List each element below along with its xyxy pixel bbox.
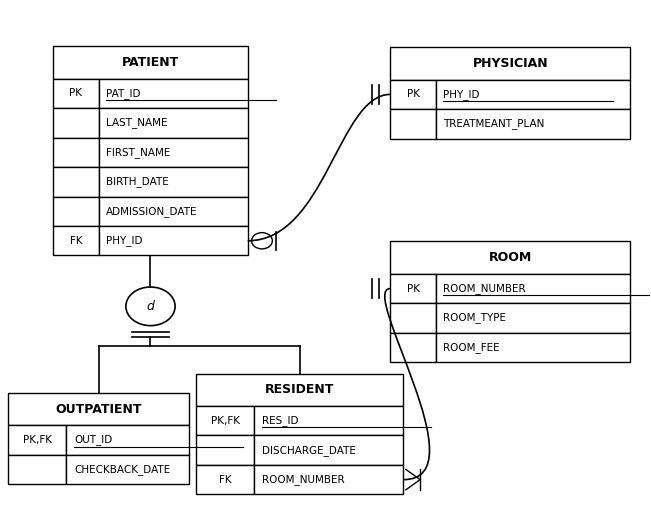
Bar <box>436 274 630 303</box>
Bar <box>391 303 436 333</box>
Bar <box>436 80 630 109</box>
Text: d: d <box>146 300 154 313</box>
Text: LAST_NAME: LAST_NAME <box>106 118 168 128</box>
Text: DISCHARGE_DATE: DISCHARGE_DATE <box>262 445 356 456</box>
Text: FK: FK <box>219 475 231 484</box>
Text: PK: PK <box>406 284 419 293</box>
Text: PAT_ID: PAT_ID <box>106 88 141 99</box>
Text: CHECKBACK_DATE: CHECKBACK_DATE <box>74 464 171 475</box>
Bar <box>98 108 248 137</box>
Bar <box>66 425 189 455</box>
Text: FK: FK <box>70 236 82 246</box>
Text: TREATMEANT_PLAN: TREATMEANT_PLAN <box>443 119 545 129</box>
Bar <box>254 435 403 465</box>
Bar <box>8 455 66 484</box>
Text: BIRTH_DATE: BIRTH_DATE <box>106 176 169 187</box>
Text: ROOM_NUMBER: ROOM_NUMBER <box>443 283 526 294</box>
Text: FIRST_NAME: FIRST_NAME <box>106 147 171 158</box>
Text: PHY_ID: PHY_ID <box>443 89 480 100</box>
Bar <box>98 79 248 108</box>
Bar <box>196 465 254 494</box>
Bar <box>53 46 248 79</box>
Bar <box>98 167 248 197</box>
Bar <box>391 274 436 303</box>
Bar <box>98 226 248 256</box>
Text: PHYSICIAN: PHYSICIAN <box>473 57 548 70</box>
Bar <box>391 241 630 274</box>
Bar <box>436 333 630 362</box>
Text: RES_ID: RES_ID <box>262 415 298 426</box>
Bar <box>391 109 436 138</box>
Bar <box>196 406 254 435</box>
Bar <box>391 80 436 109</box>
Text: PK: PK <box>70 88 83 99</box>
Bar <box>391 47 630 80</box>
Text: ROOM_TYPE: ROOM_TYPE <box>443 313 506 323</box>
Bar <box>53 197 98 226</box>
Bar <box>53 79 98 108</box>
Text: ROOM_FEE: ROOM_FEE <box>443 342 500 353</box>
Text: PK,FK: PK,FK <box>23 435 51 445</box>
Text: OUT_ID: OUT_ID <box>74 434 112 446</box>
Bar <box>254 406 403 435</box>
Text: PK,FK: PK,FK <box>210 415 240 426</box>
Text: RESIDENT: RESIDENT <box>265 383 334 396</box>
Bar <box>98 197 248 226</box>
Bar <box>53 137 98 167</box>
Bar <box>66 455 189 484</box>
Bar <box>53 167 98 197</box>
Bar <box>8 393 189 425</box>
Text: ROOM_NUMBER: ROOM_NUMBER <box>262 474 344 485</box>
Text: PK: PK <box>406 89 419 100</box>
Bar <box>196 374 403 406</box>
Bar <box>98 137 248 167</box>
Text: PHY_ID: PHY_ID <box>106 235 143 246</box>
Bar <box>436 109 630 138</box>
Bar <box>53 108 98 137</box>
Bar <box>391 333 436 362</box>
Text: ADMISSION_DATE: ADMISSION_DATE <box>106 206 198 217</box>
Bar <box>254 465 403 494</box>
Bar <box>8 425 66 455</box>
Bar <box>53 226 98 256</box>
Text: OUTPATIENT: OUTPATIENT <box>55 403 142 415</box>
Bar <box>196 435 254 465</box>
Text: PATIENT: PATIENT <box>122 56 179 69</box>
Bar <box>436 303 630 333</box>
Text: ROOM: ROOM <box>489 251 532 264</box>
